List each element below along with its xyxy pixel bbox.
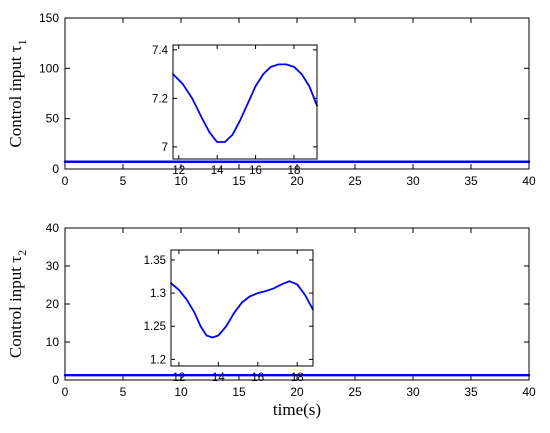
panel1-ytick-label: 0 [52, 162, 59, 176]
panel2-ytick-label: 20 [46, 297, 60, 311]
panel2-xtick-label: 40 [522, 385, 536, 399]
panel2-frame [64, 227, 530, 381]
panel2-ylabel: Control input τ2 [6, 250, 29, 358]
panel2-inset-group: 12 14 16 18 1.2 1.25 1.3 1.35 [144, 249, 314, 384]
panel1-inset-ytick-label: 7.4 [152, 45, 169, 57]
panel2-ytick-label: 0 [52, 373, 59, 387]
panel1-xtick-label: 20 [290, 174, 304, 188]
panel2-inset-xtick-label: 18 [291, 372, 304, 384]
panel2-inset-frame [170, 249, 314, 367]
panel2-ylabel-text: Control input τ [6, 256, 25, 358]
panel2-ytick-label: 10 [46, 335, 60, 349]
panel1-ylabel-text: Control input τ [6, 45, 25, 147]
panel2-xtick-label: 35 [464, 385, 478, 399]
panel2-xtick-label: 15 [232, 385, 246, 399]
panel2-inset-ytick-label: 1.2 [150, 354, 166, 366]
panel2-xtick-label: 30 [406, 385, 420, 399]
panel2-inset-ytick-label: 1.3 [150, 288, 166, 300]
panel1-xtick-label: 0 [62, 174, 69, 188]
panel2-inset-ytick-label: 1.25 [144, 321, 166, 333]
panel2-group: 0 5 10 15 20 25 30 35 40 0 10 20 30 40 [46, 221, 536, 399]
panel2-ylabel-subscript: 2 [15, 250, 29, 256]
panel1-ylabel-subscript: 1 [15, 39, 29, 45]
panel1-xtick-label: 5 [120, 174, 127, 188]
panel1-ytick-label: 150 [39, 11, 59, 25]
panel1-ytick-label: 100 [39, 61, 59, 75]
panel1-xtick-label: 15 [232, 174, 246, 188]
panel2-inset-xtick-label: 16 [251, 372, 264, 384]
panel2-inset-ytick-label: 1.35 [144, 255, 166, 267]
panel1-inset-ytick-label: 7.2 [152, 93, 168, 105]
panel2-xtick-label: 5 [120, 385, 127, 399]
panel1-ylabel: Control input τ1 [6, 39, 29, 147]
panel1-inset-ytick-label: 7 [162, 142, 168, 154]
panel2-ytick-label: 40 [46, 221, 60, 235]
panel1-inset-frame [172, 44, 318, 160]
panel1-inset-background [173, 45, 317, 159]
panel1-inset-xtick-label: 12 [172, 165, 185, 177]
panel1-inset-series-line [172, 63, 318, 143]
panel2-xlabel: time(s) [273, 400, 321, 419]
panel1-inset-xtick-label: 16 [249, 165, 262, 177]
panel1-xtick-label: 10 [174, 174, 188, 188]
panel1-inset-xtick-label: 18 [288, 165, 301, 177]
panel2-inset-background [171, 250, 313, 366]
panel1-xtick-label: 25 [348, 174, 362, 188]
panel2-inset-xtick-label: 12 [172, 372, 185, 384]
panel2-xtick-label: 0 [62, 385, 69, 399]
panel1-inset-xtick-label: 14 [211, 165, 224, 177]
panel1-frame [64, 17, 530, 170]
panel2-xtick-label: 25 [348, 385, 362, 399]
panel1-xtick-label: 30 [406, 174, 420, 188]
panel1-group: 0 5 10 15 20 25 30 35 40 0 50 100 150 [39, 11, 536, 188]
panel1-xtick-label: 35 [464, 174, 478, 188]
panel1-xtick-label: 40 [522, 174, 536, 188]
panel2-xtick-label: 10 [174, 385, 188, 399]
panel1-ytick-label: 50 [46, 112, 60, 126]
panel2-inset-series-line [170, 280, 314, 339]
panel2-ytick-label: 30 [46, 259, 60, 273]
panel1-inset-group: 12 14 16 18 7 7.2 7.4 [152, 44, 318, 177]
panel2-inset-xtick-label: 14 [212, 372, 225, 384]
panel2-xtick-label: 20 [290, 385, 304, 399]
